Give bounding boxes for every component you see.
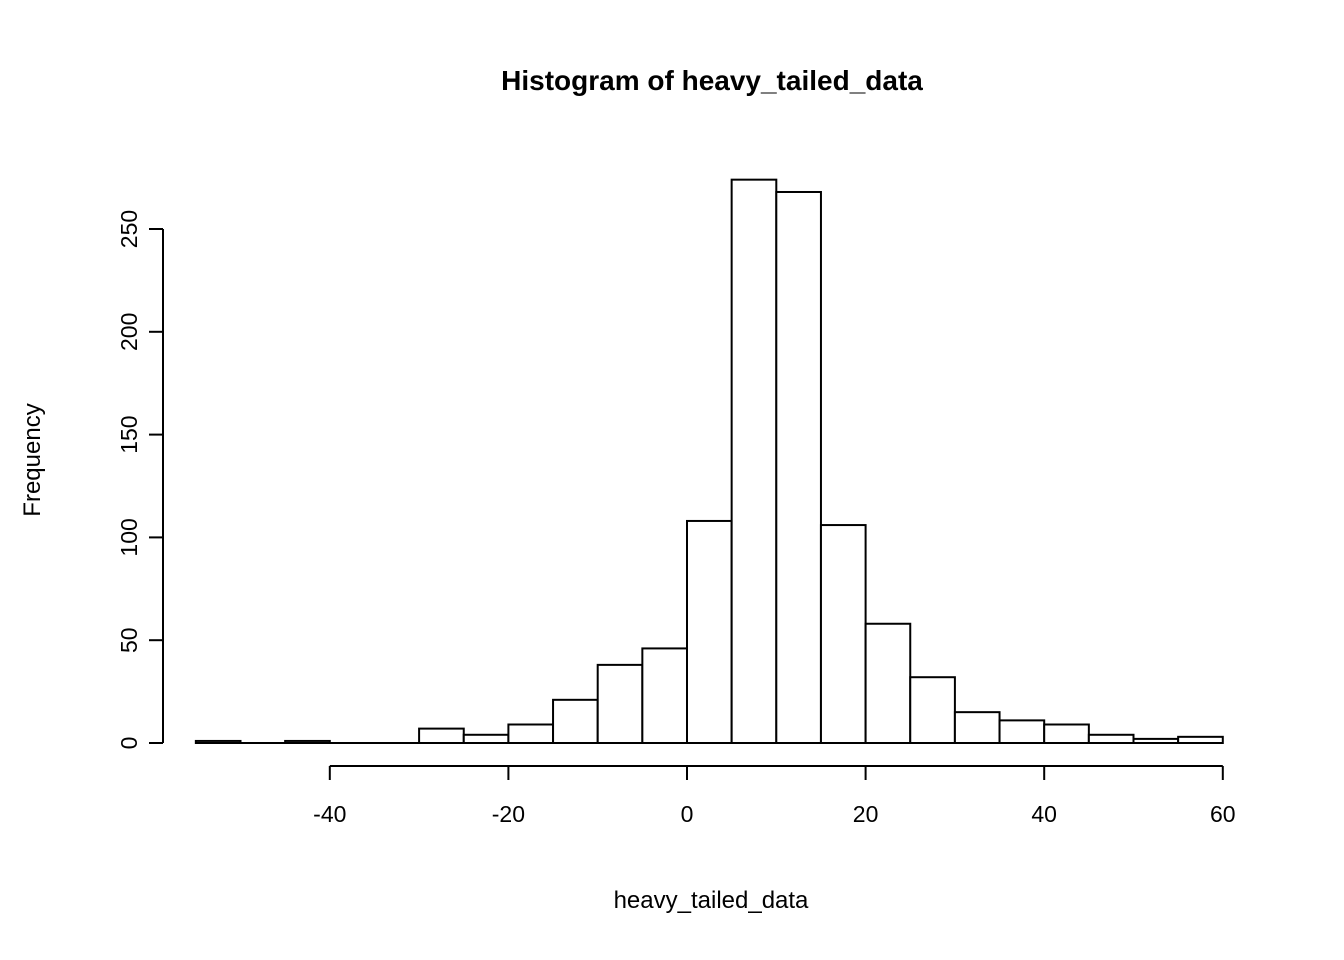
y-tick-label: 200 xyxy=(116,313,142,351)
histogram-bar xyxy=(909,676,956,745)
bars-group xyxy=(194,178,1224,745)
histogram-bar xyxy=(596,663,644,744)
y-axis-label: Frequency xyxy=(19,403,46,516)
x-axis-label: heavy_tailed_data xyxy=(614,887,809,914)
y-tick-label: 250 xyxy=(116,210,142,248)
histogram-bar xyxy=(953,711,1001,744)
histogram-bar xyxy=(194,739,242,745)
x-tick-label: 60 xyxy=(1210,801,1236,827)
y-tick-label: 50 xyxy=(116,627,142,653)
histogram-bar xyxy=(730,178,778,745)
histogram-bar xyxy=(998,719,1046,745)
histogram-bar xyxy=(819,524,867,744)
x-tick-label: -20 xyxy=(492,801,525,827)
histogram-bar xyxy=(462,733,510,745)
y-tick-label: 100 xyxy=(116,518,142,556)
histogram-bar xyxy=(641,647,688,744)
histogram-bar xyxy=(1132,737,1180,745)
histogram-bar xyxy=(1043,723,1090,744)
x-tick-label: 40 xyxy=(1031,801,1057,827)
histogram-bar xyxy=(418,727,465,744)
x-tick-label: -40 xyxy=(313,801,346,827)
histogram-bar xyxy=(686,519,733,745)
histogram-bar xyxy=(1087,733,1135,745)
y-tick-label: 150 xyxy=(116,415,142,453)
histogram-bar xyxy=(775,190,822,745)
histogram-bar xyxy=(552,698,599,745)
histogram-bar xyxy=(284,739,331,745)
x-tick-label: 0 xyxy=(681,801,694,827)
histogram-bar xyxy=(507,723,555,744)
x-tick-label: 20 xyxy=(853,801,879,827)
histogram-bar xyxy=(864,622,912,744)
y-tick-label: 0 xyxy=(116,737,142,750)
axes-group: -40 -20 0 20 40 60 0 50 100 150 200 250 xyxy=(116,210,1236,827)
chart-title: Histogram of heavy_tailed_data xyxy=(501,65,923,96)
histogram-bar xyxy=(1177,735,1224,745)
